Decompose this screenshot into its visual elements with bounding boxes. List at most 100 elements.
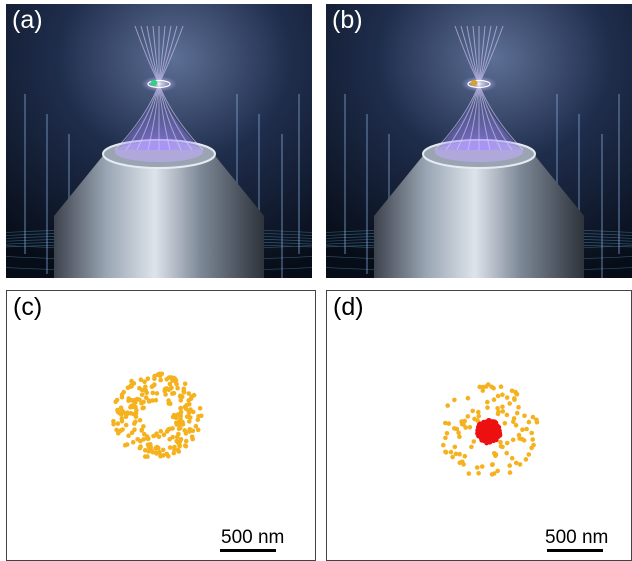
scatter-point [129, 378, 134, 384]
focal-glow [461, 76, 497, 92]
scatter-point [180, 422, 186, 427]
scatter-point [466, 471, 472, 476]
scatter-point [123, 422, 129, 428]
scatter-point [490, 462, 495, 467]
scatter-point [142, 379, 147, 385]
series-0 [111, 371, 204, 459]
scatter-point [191, 409, 196, 415]
scatter-point [529, 445, 534, 451]
scatter-point [130, 440, 136, 445]
scatter-point [186, 391, 192, 396]
scatter-point [143, 395, 149, 400]
scatter-point [514, 392, 520, 397]
scatter-point [175, 385, 180, 391]
scatter-point [483, 420, 488, 426]
scatter-point [465, 414, 471, 419]
scatter-point [149, 448, 154, 453]
scatter-point [500, 404, 505, 410]
scatter-point [188, 415, 193, 420]
scatter-point [126, 398, 131, 403]
scatter-point [479, 464, 485, 469]
scatter-point [500, 392, 505, 398]
scatter-point [160, 447, 166, 453]
focal-glow [141, 76, 177, 92]
scatter-point [127, 384, 133, 390]
scatter-point [153, 445, 158, 451]
scatter-point [462, 453, 468, 459]
scatter-point [178, 398, 184, 403]
scatter-point [137, 418, 143, 423]
scatter-point [178, 405, 184, 411]
scatter-point [119, 418, 125, 424]
scatter-plot-c [111, 371, 204, 459]
scatter-point [193, 423, 199, 429]
scatter-point [478, 434, 483, 440]
scatter-point [151, 433, 156, 439]
scatter-point [523, 457, 529, 462]
scatter-point [158, 453, 164, 458]
scatter-point [170, 434, 175, 440]
scatter-point [490, 423, 496, 429]
scatter-point [495, 406, 500, 411]
focal-ring [147, 79, 171, 89]
panel-label-d: (d) [333, 293, 364, 321]
scatter-point [166, 401, 172, 406]
scale-bar-label-d: 500 nm [545, 527, 609, 548]
scatter-point [513, 460, 519, 466]
scatter-point [477, 424, 483, 429]
scatter-point [480, 388, 486, 393]
scatter-point [195, 427, 201, 433]
scatter-point [507, 463, 512, 468]
scatter-point [512, 397, 517, 402]
panel-d: (d) 500 nm [326, 290, 632, 561]
scatter-point [164, 451, 169, 457]
scale-bar-d [547, 549, 603, 552]
panel-label-a: (a) [12, 6, 43, 34]
scatter-point [498, 384, 504, 389]
scatter-point [452, 444, 458, 450]
scatter-point [154, 450, 159, 455]
scatter-point [467, 424, 473, 430]
scatter-point [172, 447, 177, 452]
scatter-point [502, 421, 508, 426]
scale-bar-c [220, 549, 276, 552]
scatter-point [145, 376, 151, 381]
scatter-point [178, 437, 184, 442]
scatter-point [524, 426, 529, 432]
scatter-point [443, 435, 448, 441]
scatter-point [149, 384, 155, 389]
scatter-point [514, 410, 520, 416]
scatter-point [504, 395, 510, 400]
scatter-point [153, 397, 159, 403]
scatter-point [126, 433, 131, 438]
nanoparticle [150, 79, 158, 87]
scatter-point [520, 427, 525, 432]
scatter-point [492, 451, 497, 456]
scatter-point [495, 411, 501, 417]
scatter-point [111, 419, 116, 424]
scatter-point [470, 408, 475, 414]
scatter-point [145, 442, 151, 447]
scatter-point [497, 431, 503, 437]
scatter-point [174, 420, 179, 426]
scatter-point [133, 411, 139, 416]
scatter-point [530, 437, 535, 442]
scatter-point [443, 450, 449, 455]
scatter-point [159, 371, 165, 377]
scatter-point [461, 462, 466, 467]
scatter-point [492, 430, 498, 435]
scatter-point [529, 430, 534, 436]
scatter-point [197, 406, 203, 411]
scatter-point [156, 434, 162, 440]
objective-render-a [6, 4, 312, 278]
panel-b: (b) [326, 4, 632, 278]
scatter-point [145, 436, 151, 441]
scatter-point [509, 388, 515, 394]
scatter-point [171, 390, 177, 396]
scatter-point [150, 390, 156, 396]
scatter-point [476, 413, 482, 419]
scatter-point [452, 397, 457, 403]
series-0 [441, 382, 540, 477]
scatter-point [184, 403, 189, 408]
scatter-point [487, 440, 492, 445]
